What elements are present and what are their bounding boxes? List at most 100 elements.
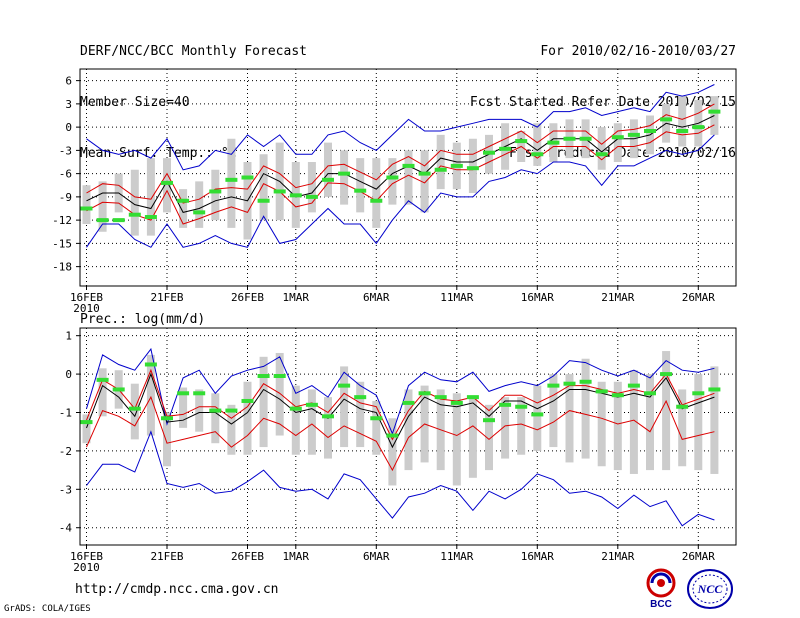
ensemble-mean-line	[86, 115, 715, 213]
mean-1-sd-line	[86, 395, 715, 472]
spread-box	[179, 387, 188, 428]
y-tick-label: -6	[59, 168, 72, 181]
mean-1-sd-line	[86, 103, 715, 204]
source-url[interactable]: http://cmdp.ncc.cma.gov.cn	[75, 582, 279, 597]
climatology-marker	[289, 193, 302, 198]
climatology-marker	[402, 163, 415, 168]
x-tick-label: 6MAR	[363, 550, 390, 563]
climatology-marker	[80, 420, 93, 425]
climatology-marker	[161, 416, 173, 421]
spread-box	[324, 142, 332, 197]
climatology-marker	[627, 132, 640, 137]
spread-box	[710, 366, 719, 474]
spread-box	[533, 385, 542, 451]
climatology-marker	[354, 188, 367, 193]
climatology-marker	[80, 206, 93, 211]
spread-box	[404, 389, 413, 471]
forecast-period: For 2010/02/16-2010/03/27	[540, 44, 736, 59]
climatology-marker	[209, 408, 222, 413]
y-tick-label: 6	[65, 75, 72, 88]
climatology-marker	[450, 400, 463, 405]
ensemble-mean-line	[86, 372, 715, 449]
spread-box	[195, 389, 204, 432]
climatology-marker	[112, 218, 125, 223]
climatology-marker	[611, 135, 624, 140]
climatology-marker	[644, 391, 656, 396]
spread-box	[227, 138, 236, 228]
climatology-marker	[354, 395, 367, 400]
spread-box	[340, 366, 349, 448]
spread-box	[452, 393, 461, 486]
climatology-marker	[466, 395, 479, 400]
y-tick-label: -18	[52, 261, 72, 274]
x-tick-label: 16FEB	[70, 550, 103, 563]
spread-box	[388, 418, 397, 486]
spread-box	[629, 370, 638, 474]
climatology-marker	[193, 210, 206, 215]
x-tick-label: 16MAR	[521, 550, 554, 563]
climatology-marker	[418, 391, 431, 396]
y-tick-label: 1	[65, 330, 72, 343]
ncc-logo-text: NCC	[697, 582, 724, 596]
spread-box	[82, 414, 91, 444]
x-tick-label: 21MAR	[601, 550, 634, 563]
climatology-marker	[450, 163, 463, 168]
climatology-marker	[225, 408, 238, 413]
y-tick-label: -12	[52, 214, 72, 227]
ncc-logo: NCC	[687, 569, 733, 609]
mean-1-sd-line	[86, 124, 715, 225]
spread-box	[227, 404, 236, 455]
climatology-marker	[563, 136, 576, 141]
spread-box	[388, 158, 397, 205]
x-tick-label: 21FEB	[150, 550, 183, 563]
y-tick-label: -3	[59, 144, 72, 157]
spread-box	[436, 134, 445, 190]
spread-box	[678, 96, 687, 147]
climatology-marker	[322, 414, 334, 419]
x-tick-label: 21FEB	[150, 291, 183, 304]
y-tick-label: -3	[59, 483, 72, 496]
spread-box	[517, 397, 526, 455]
spread-box	[130, 383, 139, 440]
spread-box	[356, 381, 365, 448]
climatology-marker	[418, 171, 431, 176]
spread-box	[291, 385, 300, 455]
climatology-marker	[177, 198, 190, 203]
x-tick-label: 11MAR	[440, 550, 473, 563]
spread-box	[549, 374, 558, 448]
climatology-marker	[112, 387, 125, 392]
climatology-marker	[466, 166, 479, 171]
spread-box	[275, 352, 284, 436]
y-tick-label: 0	[65, 121, 72, 134]
climatology-marker	[660, 117, 673, 122]
climatology-marker	[708, 109, 721, 114]
climatology-marker	[611, 393, 624, 398]
climatology-marker	[547, 383, 560, 388]
climatology-marker	[676, 404, 689, 409]
climatology-marker	[692, 391, 705, 396]
climatology-marker	[386, 175, 399, 180]
climatology-marker	[128, 406, 141, 411]
x-tick-sublabel: 2010	[73, 561, 100, 574]
ensemble-min-line	[86, 430, 715, 527]
x-tick-label: 21MAR	[601, 291, 634, 304]
spread-box	[211, 393, 220, 444]
x-tick-label: 16MAR	[521, 291, 554, 304]
climatology-marker	[595, 389, 608, 394]
spread-box	[307, 389, 316, 455]
spread-box	[613, 381, 622, 471]
spread-box	[195, 181, 204, 228]
climatology-marker	[434, 167, 447, 172]
spread-box	[146, 354, 155, 436]
spread-box	[82, 185, 91, 224]
spread-box	[163, 412, 171, 467]
climatology-marker	[579, 136, 592, 141]
precip-panel-title: Prec.: log(mm/d)	[80, 312, 205, 327]
climatology-marker	[644, 129, 656, 133]
x-tick-label: 1MAR	[283, 291, 310, 304]
spread-box	[501, 397, 510, 459]
climatology-marker	[289, 406, 302, 411]
x-tick-label: 26MAR	[682, 550, 715, 563]
